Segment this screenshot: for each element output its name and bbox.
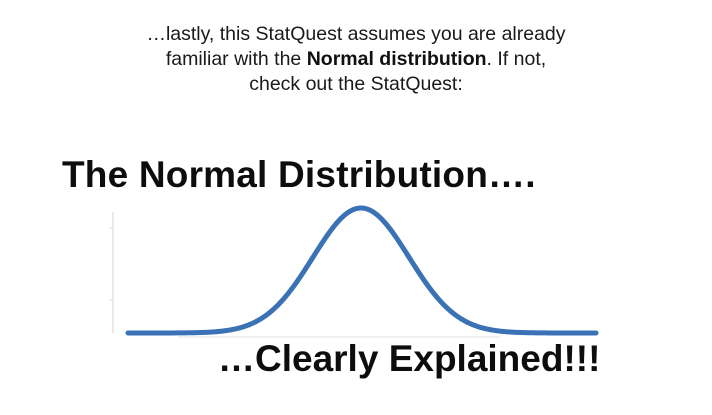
intro-line-3: check out the StatQuest: [249,73,463,95]
intro-line-2-pre: familiar with the [165,48,307,70]
intro-line-1: …lastly, this StatQuest assumes you are … [146,23,566,45]
thumbnail-subtitle: …Clearly Explained!!! [218,338,601,379]
thumbnail-title: The Normal Distribution…. [62,154,536,195]
intro-normal-distribution-bold: Normal distribution [306,48,487,70]
intro-line-2-post: . If not, [486,48,547,70]
normal-curve [125,205,599,336]
intro-text: …lastly, this StatQuest assumes you are … [0,22,712,97]
intro-line-2: familiar with the Normal distribution. I… [0,47,712,72]
